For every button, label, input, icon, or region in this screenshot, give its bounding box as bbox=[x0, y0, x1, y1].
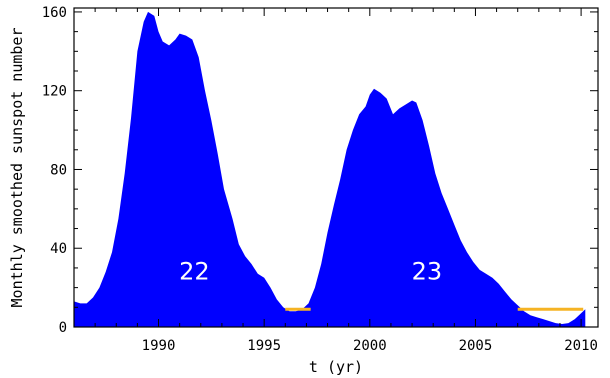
y-axis-label: Monthly smoothed sunspot number bbox=[8, 28, 26, 308]
x-tick-label-2000: 2000 bbox=[353, 338, 387, 354]
x-tick-label-2005: 2005 bbox=[459, 338, 493, 354]
y-tick-label-120: 120 bbox=[42, 84, 67, 100]
x-tick-label-2010: 2010 bbox=[564, 338, 598, 354]
y-tick-label-80: 80 bbox=[50, 162, 67, 178]
sunspot-area-series bbox=[74, 11, 586, 328]
cycle-label-22: 22 bbox=[179, 258, 210, 286]
y-tick-label-0: 0 bbox=[59, 320, 67, 336]
x-tick-label-1995: 1995 bbox=[247, 338, 281, 354]
y-tick-label-160: 160 bbox=[42, 5, 67, 21]
cycle-label-23: 23 bbox=[412, 258, 443, 286]
x-axis-label: t (yr) bbox=[309, 358, 363, 376]
x-tick-label-1990: 1990 bbox=[142, 338, 176, 354]
plot-frame bbox=[73, 7, 599, 328]
y-tick-label-40: 40 bbox=[50, 241, 67, 257]
